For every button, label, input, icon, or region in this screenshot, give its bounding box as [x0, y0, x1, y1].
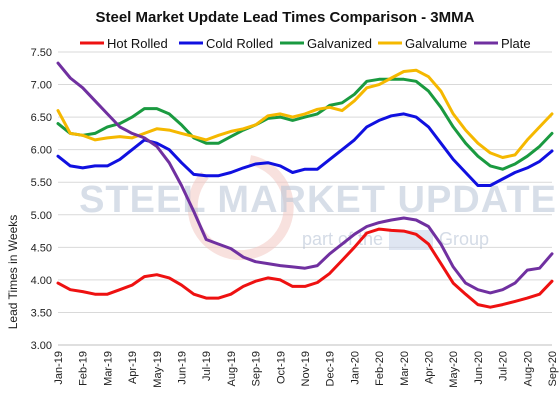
x-tick-label: May-20 [448, 351, 460, 388]
y-tick-label: 6.00 [31, 145, 52, 157]
y-axis-title: Lead Times in Weeks [6, 215, 20, 330]
x-tick-label: Jul-19 [201, 351, 213, 381]
x-tick-label: Mar-19 [102, 351, 114, 386]
series-line-galvalume [56, 68, 554, 159]
x-tick-label: Jul-20 [498, 351, 510, 381]
x-tick-label: Aug-20 [522, 351, 534, 386]
series-line-cold-rolled [56, 112, 554, 187]
y-tick-label: 7.50 [31, 47, 52, 59]
series-line-plate [56, 61, 554, 295]
series-line-hot-rolled [56, 227, 554, 309]
legend-item-galvanized: Galvanized [280, 36, 372, 51]
legend: Hot Rolled Cold Rolled Galvanized Galval… [80, 36, 531, 51]
watermark: STEEL MARKET UPDATE part of the Group [79, 155, 556, 261]
x-tick-label: Nov-19 [300, 351, 312, 386]
watermark-logo-box [389, 230, 433, 250]
legend-item-hot-rolled: Hot Rolled [80, 36, 168, 51]
y-tick-label: 4.00 [31, 275, 52, 287]
x-tick-label: Jan-19 [53, 351, 65, 385]
y-tick-label: 6.50 [31, 112, 52, 124]
series-line-galvanized [56, 77, 554, 171]
x-tick-label: Feb-19 [78, 351, 90, 386]
series-lines [56, 61, 554, 309]
y-tick-label: 5.00 [31, 210, 52, 222]
x-tick-label: Sep-20 [547, 351, 559, 386]
axes: 3.00 3.50 4.00 4.50 5.00 5.50 6.00 6.50 7.00 7.50… [31, 47, 559, 388]
x-tick-label: Sep-19 [251, 351, 263, 386]
x-tick-label: Feb-20 [374, 351, 386, 386]
x-tick-label: Apr-19 [127, 351, 139, 384]
x-tick-label: Aug-19 [226, 351, 238, 386]
y-tick-label: 4.50 [31, 242, 52, 254]
x-tick-label: Dec-19 [325, 351, 337, 386]
legend-item-galvalume: Galvalume [378, 36, 467, 51]
legend-label-plate: Plate [501, 36, 531, 51]
legend-item-cold-rolled: Cold Rolled [179, 36, 273, 51]
watermark-group: Group [439, 229, 489, 249]
watermark-part-of: part of the [302, 229, 383, 249]
legend-label-hot-rolled: Hot Rolled [107, 36, 168, 51]
y-tick-label: 7.00 [31, 80, 52, 92]
x-tick-label: Apr-20 [424, 351, 436, 384]
legend-label-galvanized: Galvanized [307, 36, 372, 51]
x-tick-label: Jun-20 [473, 351, 485, 385]
legend-label-galvalume: Galvalume [405, 36, 467, 51]
x-tick-label: May-19 [152, 351, 164, 388]
y-tick-label: 3.00 [31, 340, 52, 352]
y-tick-label: 3.50 [31, 307, 52, 319]
x-tick-label: Jan-20 [349, 351, 361, 385]
x-tick-label: Mar-20 [399, 351, 411, 386]
chart-title: Steel Market Update Lead Times Compariso… [96, 9, 475, 26]
y-tick-label: 5.50 [31, 177, 52, 189]
legend-item-plate: Plate [474, 36, 531, 51]
legend-label-cold-rolled: Cold Rolled [206, 36, 273, 51]
x-tick-label: Oct-19 [275, 351, 287, 384]
x-tick-label: Jun-19 [177, 351, 189, 385]
